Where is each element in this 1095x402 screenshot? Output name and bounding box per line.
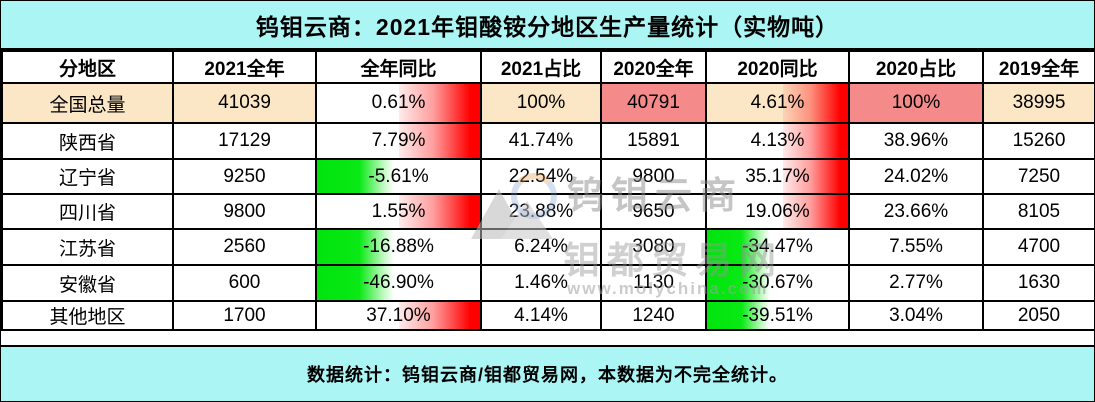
table-row-shaanxi: 陕西省 17129 7.79% 41.74% 15891 4.13% 38.96… xyxy=(1,122,1094,160)
column-header-yoy-2021: 全年同比 xyxy=(315,50,482,84)
cell-yoy-2021: -5.61% xyxy=(315,158,482,195)
cell-2019-total: 38995 xyxy=(982,82,1094,124)
cell-yoy-2020: -30.67% xyxy=(705,264,850,302)
cell-2019-total: 1630 xyxy=(982,264,1094,302)
cell-2021-total: 17129 xyxy=(172,122,317,160)
cell-share-2020: 23.66% xyxy=(848,193,984,230)
cell-yoy-2020: 4.13% xyxy=(705,122,850,160)
cell-region: 全国总量 xyxy=(1,82,174,124)
cell-2021-total: 9800 xyxy=(172,193,317,230)
cell-region: 四川省 xyxy=(1,193,174,230)
cell-2021-total: 600 xyxy=(172,264,317,302)
table-row-sichuan: 四川省 9800 1.55% 23.88% 9650 19.06% 23.66%… xyxy=(1,193,1094,230)
cell-yoy-2021: 0.61% xyxy=(315,82,482,124)
cell-yoy-2021: -16.88% xyxy=(315,228,482,266)
cell-share-2020: 24.02% xyxy=(848,158,984,195)
header-row: 分地区 2021全年 全年同比 2021占比 2020全年 2020同比 202… xyxy=(1,50,1094,84)
cell-yoy-2020: 4.61% xyxy=(705,82,850,124)
cell-region: 其他地区 xyxy=(1,300,174,331)
table-row-other-regions: 其他地区 1700 37.10% 4.14% 1240 -39.51% 3.04… xyxy=(1,300,1094,331)
cell-region: 江苏省 xyxy=(1,228,174,266)
column-header-yoy-2020: 2020同比 xyxy=(705,50,850,84)
cell-2020-total: 1130 xyxy=(600,264,707,302)
cell-region: 陕西省 xyxy=(1,122,174,160)
cell-region: 安徽省 xyxy=(1,264,174,302)
cell-2019-total: 2050 xyxy=(982,300,1094,331)
cell-share-2021: 4.14% xyxy=(480,300,602,331)
cell-share-2021: 6.24% xyxy=(480,228,602,266)
cell-yoy-2021: 37.10% xyxy=(315,300,482,331)
cell-share-2021: 1.46% xyxy=(480,264,602,302)
column-header-2020-total: 2020全年 xyxy=(600,50,707,84)
cell-2019-total: 4700 xyxy=(982,228,1094,266)
cell-share-2020: 100% xyxy=(848,82,984,124)
cell-2019-total: 7250 xyxy=(982,158,1094,195)
cell-2020-total: 1240 xyxy=(600,300,707,331)
cell-2021-total: 41039 xyxy=(172,82,317,124)
cell-yoy-2021: 1.55% xyxy=(315,193,482,230)
cell-share-2020: 2.77% xyxy=(848,264,984,302)
cell-2020-total: 3080 xyxy=(600,228,707,266)
cell-2021-total: 1700 xyxy=(172,300,317,331)
column-header-2021-total: 2021全年 xyxy=(172,50,317,84)
cell-2020-total: 40791 xyxy=(600,82,707,124)
cell-yoy-2021: -46.90% xyxy=(315,264,482,302)
cell-yoy-2020: 19.06% xyxy=(705,193,850,230)
page-title: 钨钼云商：2021年钼酸铵分地区生产量统计（实物吨） xyxy=(1,1,1094,50)
cell-yoy-2020: 35.17% xyxy=(705,158,850,195)
cell-2021-total: 2560 xyxy=(172,228,317,266)
cell-yoy-2020: -34.47% xyxy=(705,228,850,266)
cell-2020-total: 15891 xyxy=(600,122,707,160)
cell-yoy-2020: -39.51% xyxy=(705,300,850,331)
table-row-national-total: 全国总量 41039 0.61% 100% 40791 4.61% 100% 3… xyxy=(1,82,1094,124)
cell-2020-total: 9650 xyxy=(600,193,707,230)
column-header-2019-total: 2019全年 xyxy=(982,50,1094,84)
cell-share-2021: 22.54% xyxy=(480,158,602,195)
cell-2019-total: 15260 xyxy=(982,122,1094,160)
cell-share-2020: 38.96% xyxy=(848,122,984,160)
cell-2019-total: 8105 xyxy=(982,193,1094,230)
table-row-liaoning: 辽宁省 9250 -5.61% 22.54% 9800 35.17% 24.02… xyxy=(1,158,1094,195)
cell-share-2021: 100% xyxy=(480,82,602,124)
cell-yoy-2021: 7.79% xyxy=(315,122,482,160)
cell-share-2020: 7.55% xyxy=(848,228,984,266)
cell-2020-total: 9800 xyxy=(600,158,707,195)
cell-share-2021: 41.74% xyxy=(480,122,602,160)
column-header-share-2021: 2021占比 xyxy=(480,50,602,84)
column-header-region: 分地区 xyxy=(1,50,174,84)
cell-2021-total: 9250 xyxy=(172,158,317,195)
cell-region: 辽宁省 xyxy=(1,158,174,195)
production-table: 分地区 2021全年 全年同比 2021占比 2020全年 2020同比 202… xyxy=(1,50,1094,331)
cell-share-2020: 3.04% xyxy=(848,300,984,331)
data-source-note: 数据统计：钨钼云商/钼都贸易网，本数据为不完全统计。 xyxy=(1,345,1094,401)
table-row-anhui: 安徽省 600 -46.90% 1.46% 1130 -30.67% 2.77%… xyxy=(1,264,1094,302)
cell-share-2021: 23.88% xyxy=(480,193,602,230)
table-row-jiangsu: 江苏省 2560 -16.88% 6.24% 3080 -34.47% 7.55… xyxy=(1,228,1094,266)
column-header-share-2020: 2020占比 xyxy=(848,50,984,84)
